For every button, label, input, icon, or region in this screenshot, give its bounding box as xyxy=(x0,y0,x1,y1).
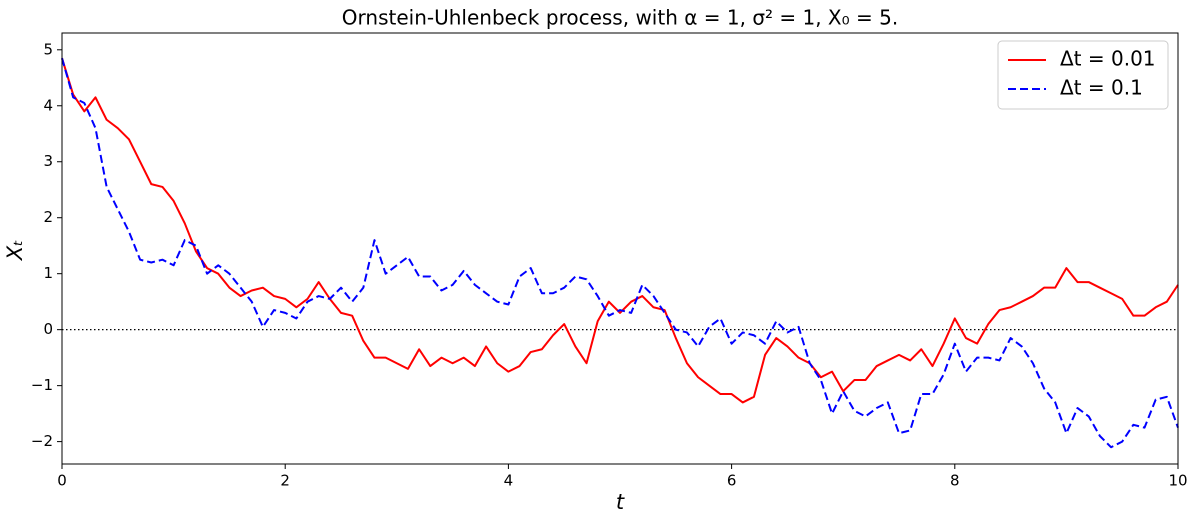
legend-label: Δt = 0.1 xyxy=(1060,76,1143,100)
x-tick-label: 6 xyxy=(727,472,737,490)
y-tick-label: 4 xyxy=(43,96,53,114)
x-tick-label: 8 xyxy=(950,472,960,490)
y-tick-label: 1 xyxy=(43,264,53,282)
y-tick-label: 3 xyxy=(43,152,53,170)
y-axis-label: Xₜ xyxy=(3,240,27,262)
y-tick-label: −2 xyxy=(31,432,53,450)
legend-label: Δt = 0.01 xyxy=(1060,47,1156,71)
x-tick-label: 4 xyxy=(504,472,514,490)
legend-box xyxy=(997,40,1169,110)
x-tick-label: 10 xyxy=(1168,472,1187,490)
series-line xyxy=(61,57,1179,449)
y-tick-label: 0 xyxy=(43,320,53,338)
series-line xyxy=(61,57,1179,404)
x-tick-label: 0 xyxy=(57,472,67,490)
plot-frame xyxy=(61,32,1179,465)
y-tick-label: −1 xyxy=(31,376,53,394)
x-tick-label: 2 xyxy=(280,472,290,490)
y-tick-label: 5 xyxy=(43,40,53,58)
x-axis-label: t xyxy=(616,490,625,514)
y-tick-label: 2 xyxy=(43,208,53,226)
chart-title: Ornstein-Uhlenbeck process, with α = 1, … xyxy=(342,6,898,30)
